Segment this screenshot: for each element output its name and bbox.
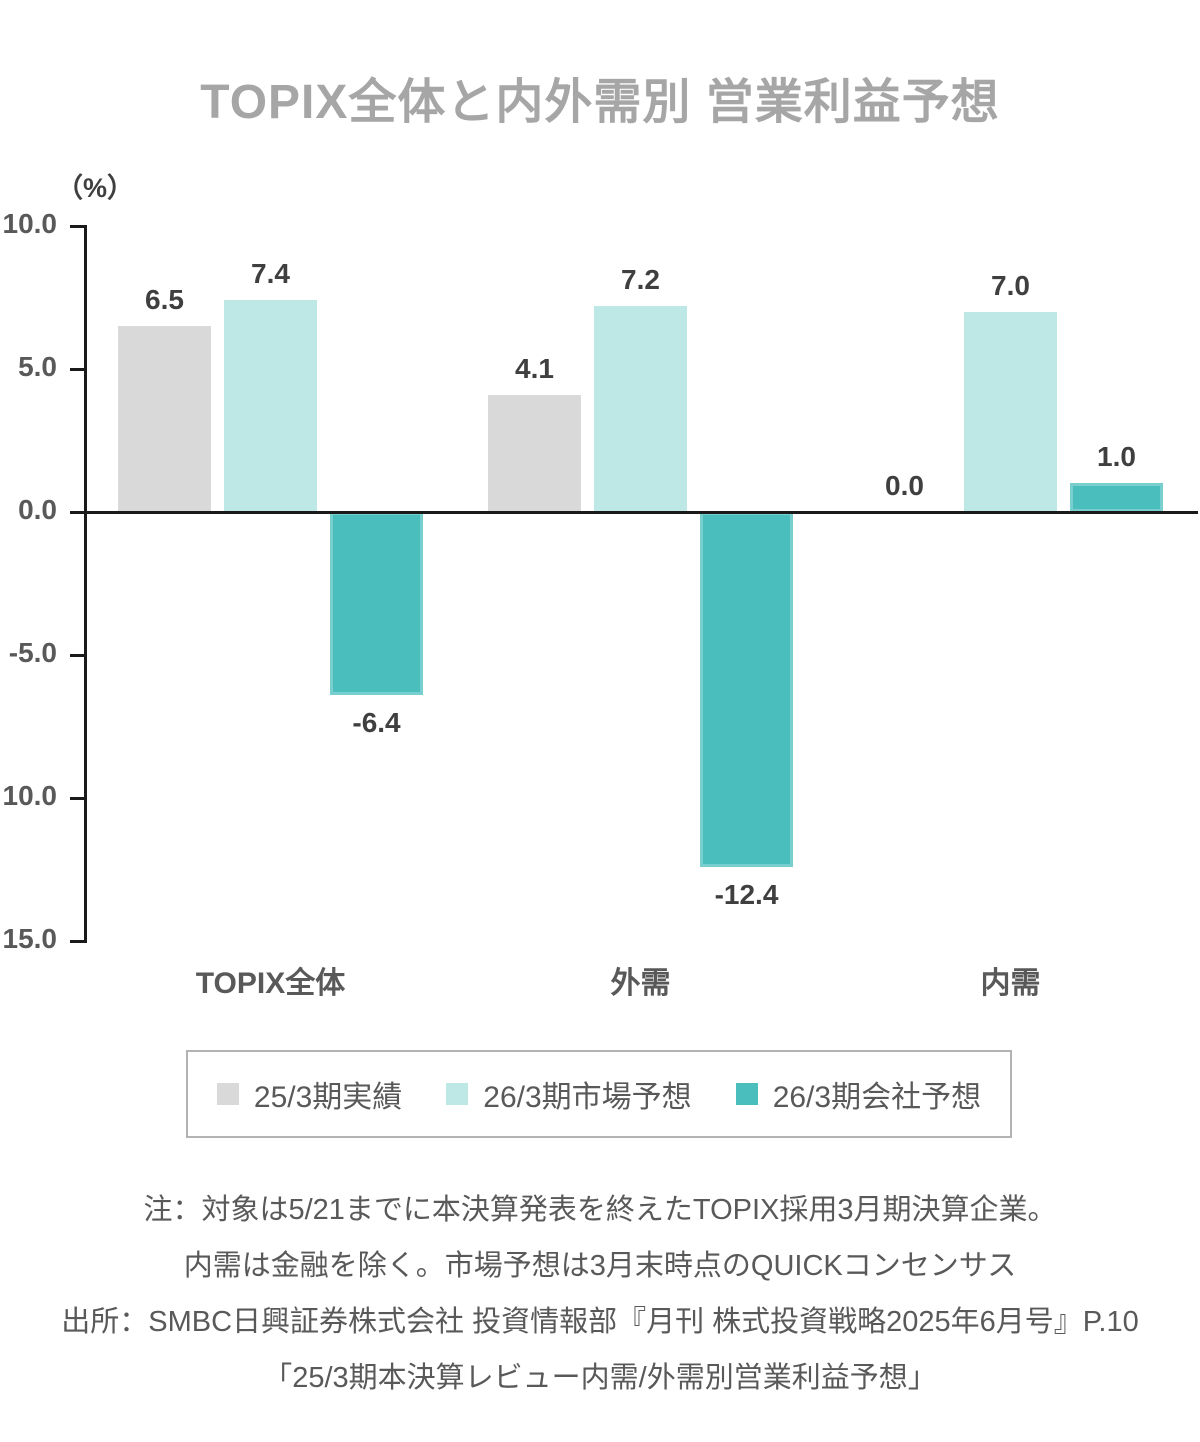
y-tick-label: -5.0 [8, 637, 57, 668]
bar-value-label: 0.0 [885, 470, 924, 501]
y-axis-unit-label: （%） [56, 173, 135, 203]
legend-item: 26/3期市場予想 [446, 1072, 692, 1116]
bar-s2-c2 [1070, 483, 1163, 512]
bar-value-label: 7.2 [621, 264, 660, 296]
legend-label: 25/3期実績 [253, 1081, 403, 1114]
y-tick [70, 940, 84, 943]
bar-s1-c1 [594, 306, 687, 512]
bar-s1-c2 [964, 311, 1057, 512]
legend-label: 26/3期会社予想 [772, 1081, 982, 1114]
footnotes: 注：対象は5/21までに本決算発表を終えたTOPIX採用3月期決算企業。 内需は… [0, 1182, 1200, 1406]
x-category-label: 外需 [610, 967, 671, 1000]
bar-s1-c0 [224, 300, 317, 512]
y-axis-line [84, 225, 87, 943]
legend-item: 26/3期会社予想 [735, 1072, 982, 1116]
y-tick-label: 5.0 [18, 351, 57, 382]
bar-value-label: -12.4 [714, 878, 779, 910]
y-tick [70, 654, 84, 657]
bar-value-label: 1.0 [1097, 441, 1136, 473]
y-tick-label: 0.0 [18, 494, 57, 525]
y-tick [70, 511, 84, 514]
y-tick-label: 15.0 [2, 923, 58, 954]
x-axis-line [84, 511, 1198, 514]
bar-value-label: 7.0 [991, 269, 1030, 301]
legend-swatch [446, 1083, 469, 1105]
note-line: 内需は金融を除く。市場予想は3月末時点のQUICKコンセンサス [183, 1250, 1017, 1282]
legend: 25/3期実績 26/3期市場予想 26/3期会社予想 [186, 1050, 1012, 1138]
bar-value-label: 4.1 [515, 352, 554, 384]
bar-value-label: 7.4 [251, 258, 290, 290]
x-category-label: 内需 [980, 967, 1041, 1000]
bar-s2-c1 [700, 512, 793, 867]
legend-swatch [216, 1083, 239, 1105]
y-tick [70, 225, 84, 228]
legend-label: 26/3期市場予想 [483, 1081, 692, 1114]
bar-s0-c0 [118, 326, 211, 512]
source-line: 「25/3期本決算レビュー内需/外需別営業利益予想」 [263, 1362, 937, 1394]
legend-swatch [735, 1083, 758, 1105]
chart-title: TOPIX全体と内外需別 営業利益予想 [200, 76, 1000, 129]
y-tick [70, 368, 84, 371]
x-category-label: TOPIX全体 [195, 967, 346, 1000]
note-line: 注：対象は5/21までに本決算発表を終えたTOPIX採用3月期決算企業。 [143, 1194, 1057, 1226]
bar-value-label: -6.4 [352, 707, 401, 739]
legend-item: 25/3期実績 [216, 1072, 403, 1116]
y-tick-label: 10.0 [2, 780, 58, 811]
bar-s0-c1 [488, 394, 581, 512]
source-line: 出所：SMBC日興証券株式会社 投資情報部『月刊 株式投資戦略2025年6月号』… [61, 1306, 1139, 1338]
y-tick-label: 10.0 [2, 208, 58, 239]
bar-s2-c0 [330, 512, 423, 696]
y-tick [70, 797, 84, 800]
bar-value-label: 6.5 [145, 284, 184, 316]
